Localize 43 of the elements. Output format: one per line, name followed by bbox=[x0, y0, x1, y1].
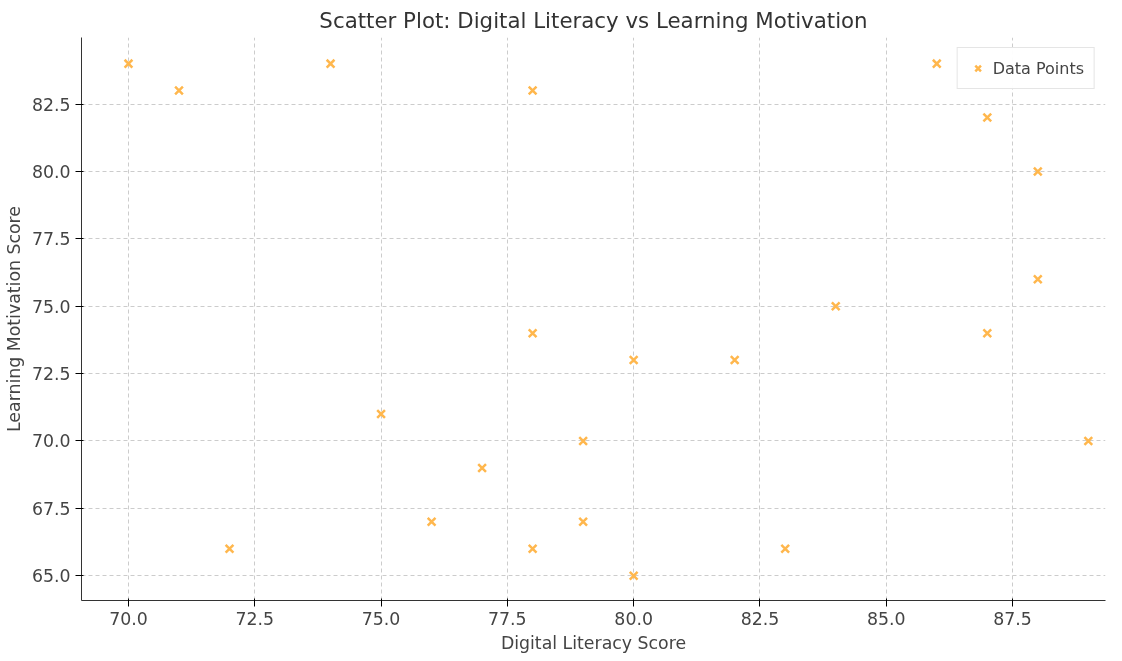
x-tick-label: 72.5 bbox=[235, 608, 275, 629]
point bbox=[1032, 274, 1043, 285]
point bbox=[1032, 166, 1043, 177]
x-tick-label: 87.5 bbox=[993, 608, 1032, 629]
x-tick-label: 70.0 bbox=[109, 608, 148, 629]
point bbox=[931, 58, 942, 69]
point bbox=[224, 543, 235, 554]
y-tick-label: 72.5 bbox=[31, 364, 71, 385]
y-tick-label: 65.0 bbox=[31, 566, 71, 587]
point bbox=[527, 85, 538, 96]
point bbox=[476, 462, 488, 474]
point bbox=[982, 112, 993, 123]
point bbox=[173, 85, 185, 96]
x-tick-label: 75.0 bbox=[361, 608, 401, 629]
y-tick-label: 70.0 bbox=[31, 431, 71, 452]
point bbox=[578, 435, 589, 447]
x-tick-label: 80.0 bbox=[614, 608, 653, 629]
point bbox=[578, 516, 589, 527]
y-tick-label: 75.0 bbox=[31, 296, 71, 317]
y-tick-label: 77.5 bbox=[31, 229, 71, 250]
point bbox=[982, 328, 993, 339]
y-tick-label: 82.5 bbox=[31, 94, 71, 115]
legend-label: Data Points bbox=[992, 58, 1084, 78]
point bbox=[527, 328, 538, 339]
point bbox=[780, 543, 791, 554]
point bbox=[527, 543, 538, 554]
point bbox=[729, 354, 740, 366]
point bbox=[628, 570, 639, 581]
chart-title: Scatter Plot: Digital Literacy vs Learning Motivation bbox=[319, 7, 868, 33]
point bbox=[375, 408, 387, 420]
point bbox=[1083, 435, 1094, 447]
y-tick-label: 80.0 bbox=[31, 161, 71, 182]
point bbox=[123, 58, 134, 69]
point bbox=[628, 354, 639, 366]
x-axis-title: Digital Literacy Score bbox=[500, 632, 687, 653]
x-tick-label: 77.5 bbox=[488, 608, 527, 629]
y-axis-title: Learning Motivation Score bbox=[3, 205, 24, 432]
point bbox=[325, 58, 336, 69]
point bbox=[830, 301, 841, 312]
point bbox=[426, 516, 437, 527]
y-tick-label: 67.5 bbox=[31, 498, 71, 519]
x-tick-label: 82.5 bbox=[740, 608, 780, 629]
x-tick-label: 85.0 bbox=[866, 608, 906, 629]
